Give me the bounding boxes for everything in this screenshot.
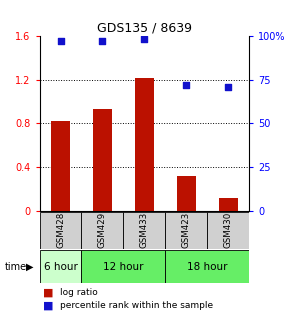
Text: 6 hour: 6 hour [44,262,77,271]
Text: log ratio: log ratio [60,288,98,297]
Text: GSM433: GSM433 [140,212,149,248]
Text: GSM423: GSM423 [182,212,191,248]
Text: ■: ■ [42,288,53,298]
Point [142,37,147,42]
Text: percentile rank within the sample: percentile rank within the sample [60,301,213,310]
Text: ■: ■ [42,301,53,311]
Point [184,82,189,88]
Bar [219,198,238,211]
Bar [207,212,249,249]
Bar [165,250,249,283]
Text: 12 hour: 12 hour [103,262,144,271]
Bar [93,109,112,211]
Bar [123,212,165,249]
Text: GSM429: GSM429 [98,212,107,248]
Text: GSM430: GSM430 [224,212,233,248]
Bar [51,121,70,211]
Bar [177,176,196,211]
Bar [40,212,81,249]
Point [58,39,63,44]
Text: GSM428: GSM428 [56,212,65,248]
Text: time: time [4,262,27,271]
Bar [135,77,154,211]
Bar [40,250,81,283]
Bar [81,250,165,283]
Point [226,84,231,89]
Bar [81,212,123,249]
Point [100,39,105,44]
Title: GDS135 / 8639: GDS135 / 8639 [97,22,192,35]
Bar [165,212,207,249]
Text: 18 hour: 18 hour [187,262,227,271]
Text: ▶: ▶ [26,262,34,271]
